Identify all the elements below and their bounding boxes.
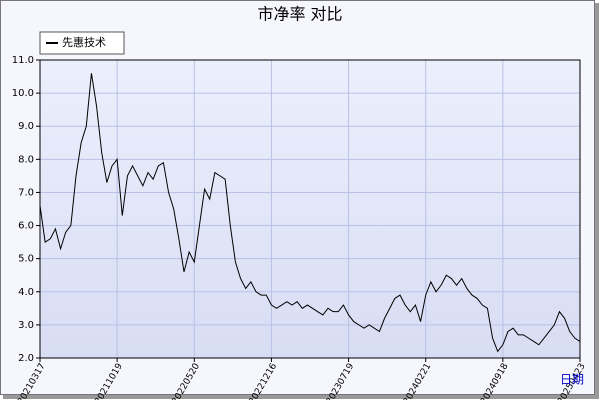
y-tick-label: 4.0	[18, 287, 34, 298]
line	[39, 73, 581, 353]
y-tick-label: 5.0	[18, 254, 34, 265]
y-tick-label: 10.0	[12, 88, 34, 99]
y-tick-label: 11.0	[12, 55, 34, 66]
legend	[39, 31, 125, 55]
plot-area	[40, 60, 580, 358]
y-tick-label: 9.0	[18, 121, 34, 132]
y-tick-label: 8.0	[18, 154, 34, 165]
y-tick-label: 3.0	[18, 320, 34, 331]
y-tick-label: 2.0	[18, 353, 34, 364]
y-tick-label: 7.0	[18, 187, 34, 198]
legend-label: 先惠技术	[62, 35, 106, 49]
y-tick-label: 6.0	[18, 221, 34, 232]
chart-title: 市净率 对比	[257, 5, 342, 24]
x-axis-label: 日期	[560, 373, 584, 387]
